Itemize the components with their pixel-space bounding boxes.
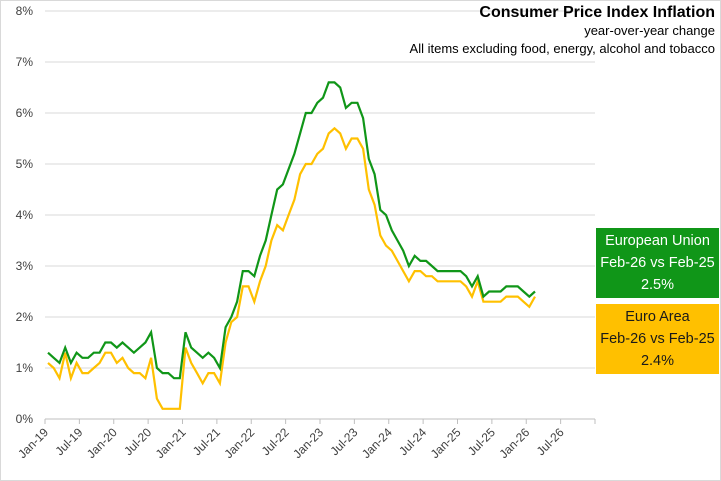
series-line-euro-area (47, 126, 536, 410)
callout-eu-value: 2.5% (640, 277, 675, 293)
x-tick-label: Jul-22 (259, 425, 292, 458)
x-tick-label: Jul-21 (190, 425, 223, 458)
callout-ea-value: 2.4% (640, 353, 675, 369)
x-tick-label: Jan-21 (153, 425, 189, 461)
x-tick-label: Jan-24 (359, 425, 395, 461)
x-tick-label: Jul-24 (396, 425, 429, 458)
chart-title: Consumer Price Index Inflation (479, 4, 715, 21)
y-axis-ticks: 0% 1% 2% 3% 4% 5% 6% 7% 8% (16, 4, 34, 426)
x-tick-label: Jan-19 (15, 425, 51, 461)
chart-subtitle-detail: All items excluding food, energy, alcoho… (409, 41, 715, 56)
x-tick-label: Jul-26 (534, 425, 567, 458)
x-tick-label: Jan-20 (84, 425, 120, 461)
x-tick-label: Jan-25 (428, 425, 464, 461)
callout-european-union: European Union Feb-26 vs Feb-25 2.5% (596, 228, 719, 298)
x-tick-label: Jan-22 (222, 425, 258, 461)
chart-subtitle: year-over-year change (584, 23, 715, 38)
y-tick-label: 4% (16, 208, 34, 222)
y-tick-label: 8% (16, 4, 34, 18)
x-tick-label: Jan-26 (497, 425, 533, 461)
title-block: Consumer Price Index Inflation year-over… (410, 4, 715, 59)
x-tick-label: Jan-23 (290, 425, 326, 461)
x-tick-label: Jul-25 (465, 425, 498, 458)
y-tick-label: 2% (16, 310, 34, 324)
y-tick-label: 0% (16, 412, 34, 426)
callout-eu-period: Feb-26 vs Feb-25 (600, 255, 715, 271)
y-tick-label: 6% (16, 106, 34, 120)
gridlines (45, 10, 595, 369)
y-tick-label: 5% (16, 157, 34, 171)
x-tick-label: Jul-19 (52, 425, 85, 458)
series-line-european-union (47, 81, 536, 380)
callout-ea-name: Euro Area (625, 309, 690, 325)
y-tick-label: 1% (16, 361, 34, 375)
series-lines (47, 81, 536, 410)
callout-eu-name: European Union (605, 233, 710, 249)
callout-ea-period: Feb-26 vs Feb-25 (600, 331, 715, 347)
y-tick-label: 3% (16, 259, 34, 273)
x-tick-label: Jul-20 (121, 425, 154, 458)
y-tick-label: 7% (16, 55, 34, 69)
x-tick-label: Jul-23 (327, 425, 360, 458)
callout-euro-area: Euro Area Feb-26 vs Feb-25 2.4% (596, 304, 719, 374)
